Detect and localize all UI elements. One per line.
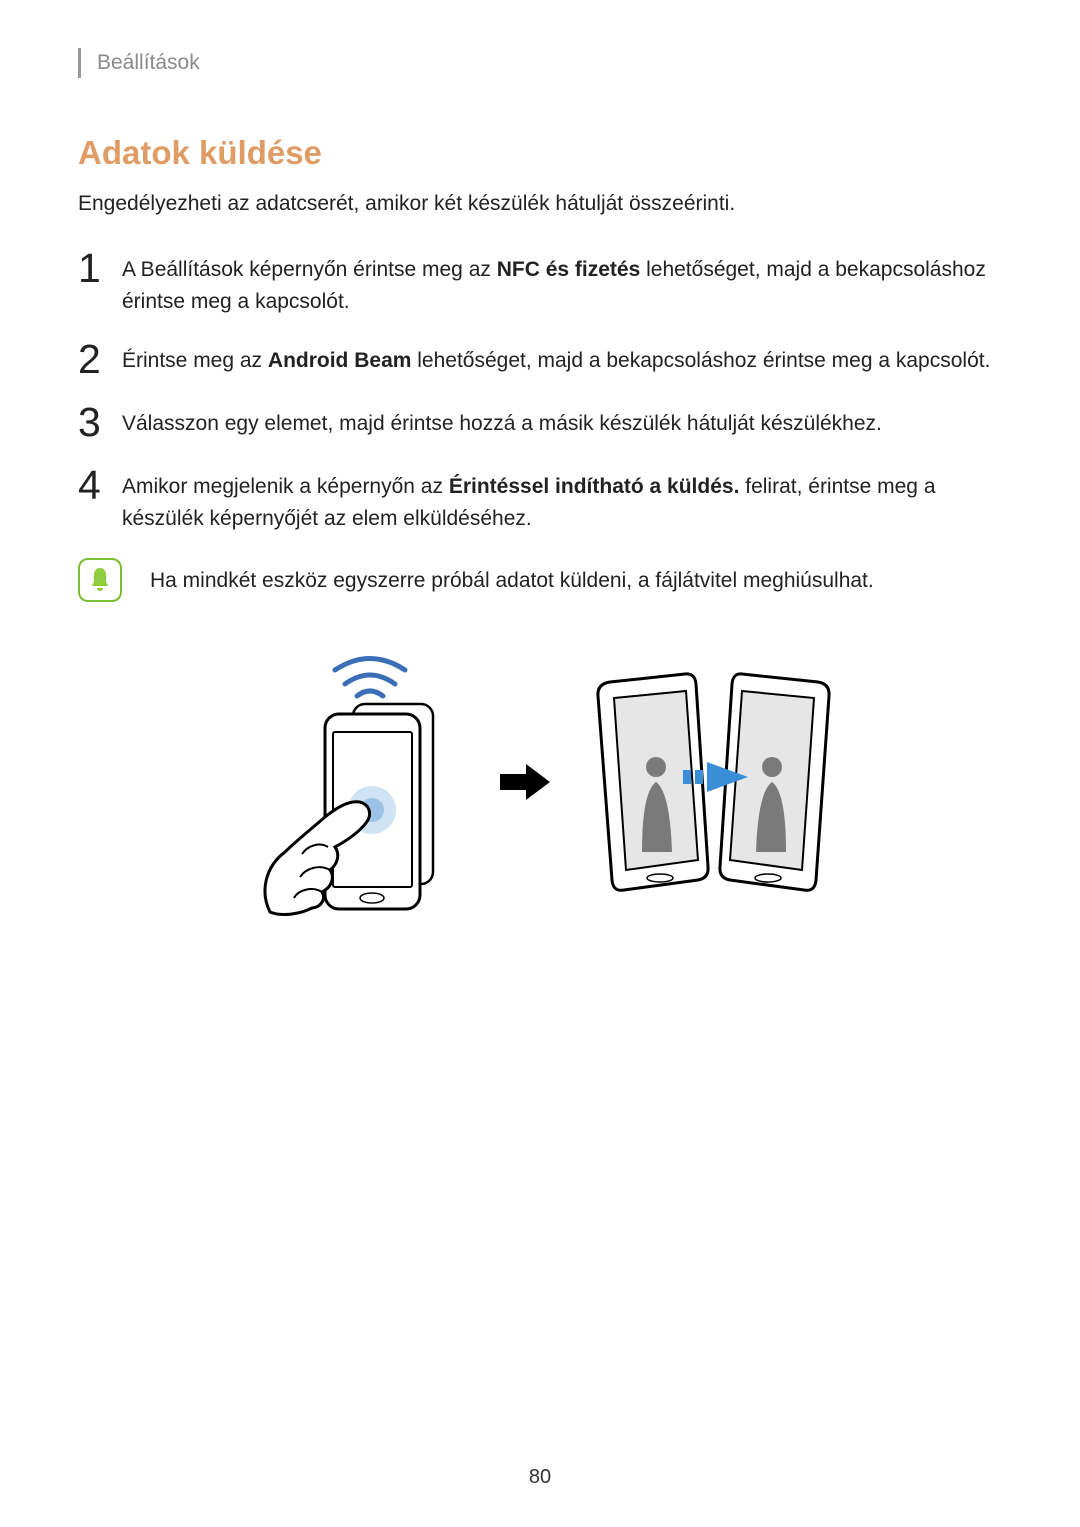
step-item: 3 Válasszon egy elemet, majd érintse hoz… [78,402,1002,443]
arrow-right-icon [500,762,550,802]
bell-icon [78,558,122,602]
breadcrumb: Beállítások [78,48,1002,78]
step-text-bold: NFC és fizetés [497,258,641,281]
step-number: 4 [78,465,122,506]
step-number: 2 [78,339,122,380]
step-text-pre: Amikor megjelenik a képernyőn az [122,475,449,498]
step-item: 4 Amikor megjelenik a képernyőn az Érint… [78,465,1002,534]
breadcrumb-text: Beállítások [97,51,200,75]
step-text-post: lehetőséget, majd a bekapcsoláshoz érint… [411,349,990,372]
page-number: 80 [0,1466,1080,1489]
touch-phone-illustration [240,642,470,922]
steps-list: 1 A Beállítások képernyőn érintse meg az… [78,248,1002,534]
step-text-pre: A Beállítások képernyőn érintse meg az [122,258,497,281]
note-row: Ha mindkét eszköz egyszerre próbál adato… [78,558,1002,602]
step-text-bold: Android Beam [268,349,412,372]
step-item: 1 A Beállítások képernyőn érintse meg az… [78,248,1002,317]
breadcrumb-bar [78,48,81,78]
step-body: A Beállítások képernyőn érintse meg az N… [122,248,1002,317]
step-text-pre: Válasszon egy elemet, majd érintse hozzá… [122,412,882,435]
intro-text: Engedélyezheti az adatcserét, amikor két… [78,190,1002,218]
section-title: Adatok küldése [78,134,1002,172]
step-text-bold: Érintéssel indítható a küldés. [449,475,740,498]
step-text-pre: Érintse meg az [122,349,268,372]
transfer-phones-illustration [580,662,840,902]
step-body: Érintse meg az Android Beam lehetőséget,… [122,339,990,377]
step-number: 1 [78,248,122,289]
note-text: Ha mindkét eszköz egyszerre próbál adato… [150,566,874,595]
step-body: Amikor megjelenik a képernyőn az Érintés… [122,465,1002,534]
step-body: Válasszon egy elemet, majd érintse hozzá… [122,402,882,440]
step-item: 2 Érintse meg az Android Beam lehetősége… [78,339,1002,380]
illustration [78,642,1002,922]
step-number: 3 [78,402,122,443]
